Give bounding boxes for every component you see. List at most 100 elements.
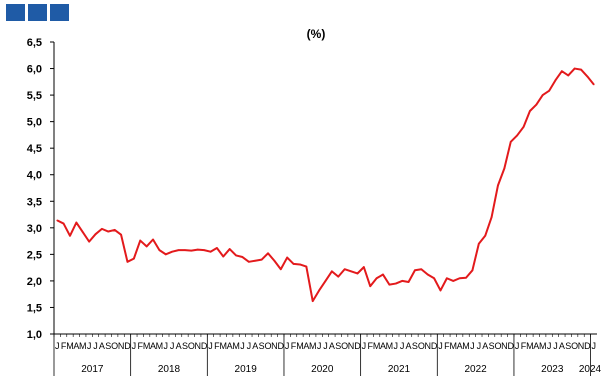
logo-block <box>50 4 69 21</box>
year-label: 2019 <box>235 364 258 375</box>
data-point <box>113 229 116 231</box>
x-month-label: F <box>61 341 67 351</box>
x-month-label: O <box>111 341 118 351</box>
x-month-label: O <box>188 341 195 351</box>
data-point <box>548 90 550 92</box>
x-month-label: S <box>489 341 495 351</box>
x-month-label: S <box>565 341 571 351</box>
data-point <box>388 283 391 286</box>
data-point <box>452 280 455 282</box>
x-month-label: F <box>137 341 143 351</box>
x-month-label: A <box>406 341 412 351</box>
x-month-label: D <box>508 341 515 351</box>
y-tick-label: 4,5 <box>27 143 42 155</box>
data-point <box>471 269 474 272</box>
data-point <box>331 270 333 273</box>
data-point <box>535 103 538 106</box>
x-month-label: D <box>354 341 361 351</box>
x-month-label: J <box>400 341 405 351</box>
x-month-label: A <box>482 341 488 351</box>
data-point <box>503 167 506 170</box>
x-month-label: J <box>87 341 92 351</box>
data-point <box>420 268 423 271</box>
data-point <box>145 245 148 248</box>
data-point <box>478 242 480 245</box>
x-month-label: M <box>450 341 458 351</box>
data-point <box>567 74 570 77</box>
x-month-label: A <box>533 341 539 351</box>
data-point <box>75 221 78 224</box>
x-month-label: J <box>394 341 399 351</box>
data-point <box>369 285 372 288</box>
x-month-label: J <box>132 341 137 351</box>
data-point <box>554 79 557 82</box>
x-month-label: O <box>494 341 501 351</box>
x-month-label: S <box>259 341 265 351</box>
data-point <box>593 83 595 86</box>
x-month-label: A <box>380 341 386 351</box>
x-month-label: M <box>539 341 547 351</box>
x-month-label: O <box>418 341 425 351</box>
data-point <box>541 94 544 96</box>
data-point <box>580 68 582 71</box>
year-label: 2023 <box>541 364 564 375</box>
data-point <box>235 254 237 257</box>
x-month-label: D <box>201 341 208 351</box>
data-point <box>184 249 186 251</box>
data-point <box>516 134 518 137</box>
data-point <box>248 260 250 263</box>
data-point <box>273 259 276 262</box>
x-month-label: A <box>99 341 105 351</box>
data-point <box>318 289 320 292</box>
x-month-label: D <box>431 341 438 351</box>
data-point <box>394 282 397 285</box>
x-month-label: A <box>329 341 335 351</box>
x-month-label: J <box>93 341 98 351</box>
data-point <box>458 277 461 280</box>
x-month-label: D <box>584 341 591 351</box>
data-point <box>286 256 288 259</box>
data-point <box>356 272 359 275</box>
x-month-label: O <box>341 341 348 351</box>
data-point <box>465 276 467 279</box>
x-month-label: J <box>208 341 213 351</box>
data-point <box>241 256 244 258</box>
data-point <box>267 252 269 255</box>
x-month-label: A <box>303 341 309 351</box>
data-point <box>254 259 257 262</box>
data-point <box>107 230 110 233</box>
data-point <box>164 253 167 256</box>
logo <box>6 4 69 21</box>
y-tick-label: 3,5 <box>27 196 42 208</box>
data-point <box>101 228 103 230</box>
x-month-label: A <box>73 341 79 351</box>
data-point <box>439 289 442 292</box>
x-month-label: O <box>571 341 578 351</box>
data-point <box>126 260 129 263</box>
x-month-label: M <box>373 341 381 351</box>
logo-block <box>6 4 25 21</box>
data-point <box>228 248 231 250</box>
series-layer <box>56 67 595 303</box>
data-point <box>94 233 97 235</box>
x-month-label: J <box>170 341 175 351</box>
data-point <box>152 238 154 241</box>
data-point <box>382 273 384 276</box>
data-point <box>139 239 142 242</box>
chart-title: (%) <box>307 27 326 41</box>
y-tick-label: 5,5 <box>27 90 42 102</box>
x-month-label: A <box>150 341 156 351</box>
x-month-label: J <box>553 341 558 351</box>
x-month-label: F <box>214 341 220 351</box>
x-month-label: N <box>578 341 585 351</box>
data-point <box>260 258 263 261</box>
data-point <box>586 75 589 78</box>
x-month-label: N <box>271 341 278 351</box>
data-point <box>305 265 308 268</box>
x-month-label: N <box>424 341 431 351</box>
data-point <box>196 248 199 251</box>
data-point <box>522 126 525 128</box>
x-month-label: O <box>264 341 271 351</box>
x-month-label: A <box>457 341 463 351</box>
